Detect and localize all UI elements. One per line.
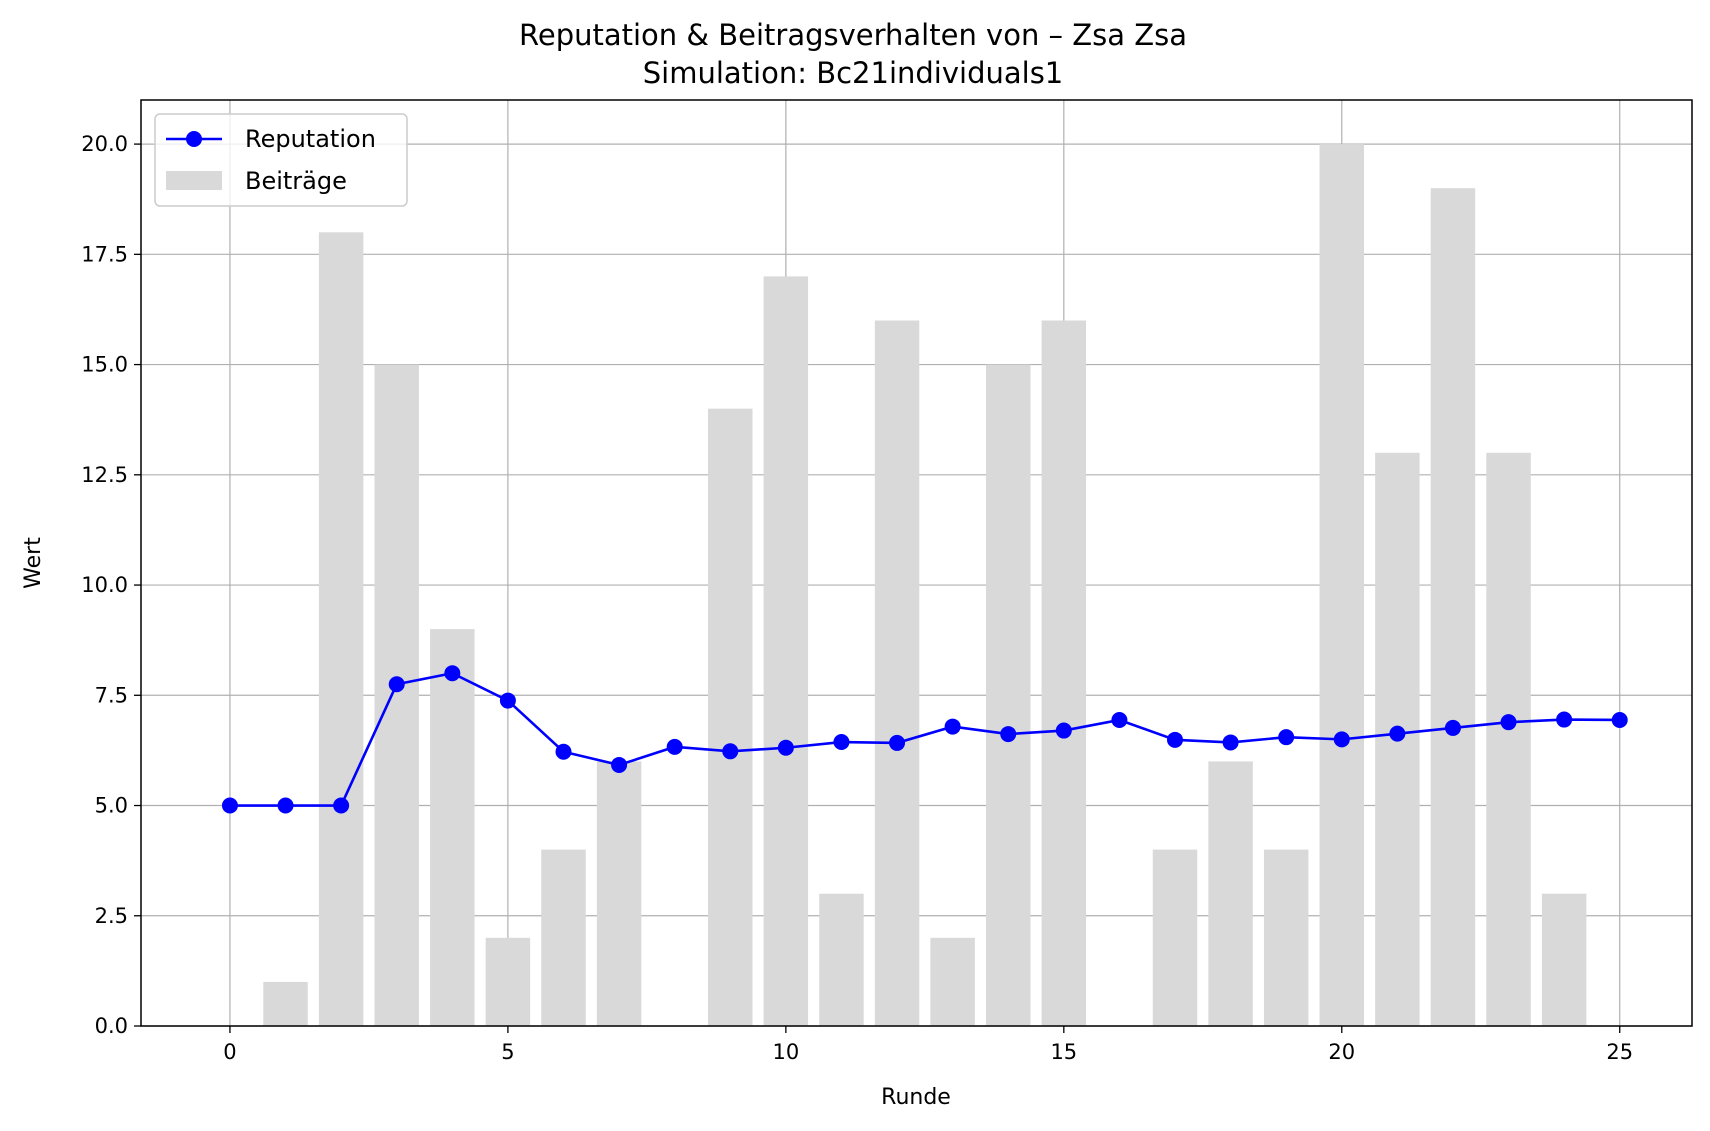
bar	[374, 364, 419, 1027]
x-axis-ticks: 0 5 10 15 20 25	[223, 1026, 1633, 1064]
reputation-point	[555, 743, 572, 760]
legend-bar-swatch	[166, 171, 222, 190]
bar	[874, 320, 920, 1026]
bar	[1541, 893, 1587, 1026]
reputation-point	[1444, 719, 1461, 736]
reputation-point	[1055, 722, 1072, 739]
bar	[596, 761, 642, 1026]
bar	[263, 981, 308, 1026]
legend-marker-swatch	[186, 131, 202, 147]
legend: Reputation Beiträge	[154, 113, 408, 207]
y-axis-ticks: 0.0 2.5 5.0 7.5 10.0 12.5 15.0 17.5 20.0	[81, 132, 141, 1038]
reputation-point	[1167, 731, 1183, 748]
x-tick-label: 15	[1050, 1040, 1077, 1064]
reputation-point	[388, 676, 405, 693]
x-tick-label: 0	[223, 1040, 236, 1064]
reputation-point	[1556, 711, 1573, 728]
chart-subtitle: Simulation: Bc21individuals1	[643, 56, 1064, 90]
chart-title: Reputation & Beitragsverhalten von – Zsa…	[519, 18, 1187, 52]
bar	[1486, 452, 1531, 1026]
bar	[1319, 144, 1365, 1027]
y-tick-label: 5.0	[95, 794, 128, 818]
bar	[318, 232, 364, 1027]
reputation-point	[889, 734, 906, 751]
y-tick-label: 15.0	[81, 353, 128, 377]
line-series	[221, 665, 1628, 814]
reputation-point	[277, 797, 294, 814]
reputation-point	[1333, 731, 1350, 748]
legend-label-reputation: Reputation	[245, 125, 376, 153]
reputation-point	[1611, 711, 1628, 728]
legend-label-beitraege: Beiträge	[245, 167, 347, 195]
y-tick-label: 12.5	[81, 463, 128, 487]
bar	[1208, 761, 1253, 1026]
plot-area-frame	[140, 99, 1693, 1027]
y-tick-label: 7.5	[95, 683, 128, 707]
reputation-point	[221, 797, 238, 814]
reputation-point	[777, 739, 794, 756]
bar	[1263, 849, 1309, 1026]
reputation-point	[1000, 726, 1017, 743]
bar	[985, 364, 1031, 1027]
bar	[763, 276, 809, 1026]
bar	[430, 629, 475, 1026]
reputation-point	[1500, 714, 1517, 731]
x-tick-label: 20	[1328, 1040, 1355, 1064]
y-tick-label: 2.5	[95, 904, 128, 928]
x-tick-label: 5	[501, 1040, 514, 1064]
reputation-point	[944, 718, 961, 735]
reputation-point	[722, 743, 739, 760]
bar	[541, 849, 586, 1026]
reputation-point	[444, 665, 461, 682]
y-tick-label: 0.0	[95, 1014, 128, 1038]
reputation-point	[1389, 725, 1406, 742]
x-tick-label: 10	[772, 1040, 799, 1064]
bar	[819, 893, 864, 1026]
bar	[1430, 188, 1476, 1026]
reputation-point	[666, 738, 683, 755]
reputation-point	[1278, 729, 1295, 746]
reputation-point	[611, 756, 628, 773]
reputation-point	[333, 797, 350, 814]
y-axis-label: Wert	[21, 537, 46, 589]
bar	[708, 408, 753, 1027]
y-tick-label: 20.0	[81, 132, 128, 156]
reputation-point	[1222, 734, 1239, 751]
reputation-point	[499, 692, 516, 709]
reputation-point	[1111, 711, 1128, 728]
bar	[930, 937, 975, 1026]
bar	[1041, 320, 1087, 1026]
bar-series	[263, 144, 1587, 1027]
y-tick-label: 10.0	[81, 573, 128, 597]
y-tick-label: 17.5	[81, 242, 128, 266]
x-axis-label: Runde	[881, 1085, 951, 1110]
bar	[1152, 849, 1198, 1026]
bar	[485, 937, 531, 1026]
reputation-point	[833, 734, 850, 751]
x-tick-label: 25	[1606, 1040, 1633, 1064]
reputation-line	[229, 671, 1620, 807]
